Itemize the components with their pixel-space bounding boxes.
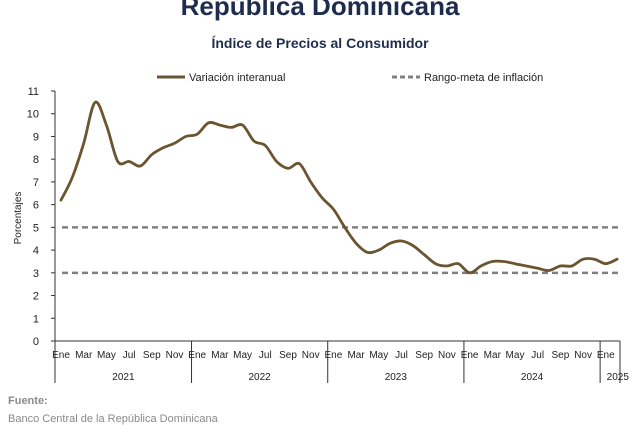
x-tick-label: Nov (574, 350, 592, 361)
x-tick-label: Ene (188, 350, 206, 361)
x-tick-label: Jul (259, 350, 272, 361)
x-tick-label: Ene (597, 350, 615, 361)
chart-title: República Dominicana (180, 0, 460, 21)
y-tick-label: 11 (28, 86, 39, 98)
chart-subtitle: Índice de Precios al Consumidor (211, 35, 429, 51)
x-tick-label: Jul (531, 350, 544, 361)
source-label: Fuente: (8, 395, 48, 407)
x-tick-label: Nov (166, 350, 184, 361)
x-tick-label: May (369, 350, 388, 361)
x-tick-label: May (233, 350, 252, 361)
x-tick-label: Jul (123, 350, 136, 361)
y-tick-label: 4 (33, 245, 39, 257)
legend-label-rango-meta: Rango-meta de inflación (424, 72, 543, 84)
y-tick-label: 1 (33, 313, 39, 325)
x-tick-label: Mar (484, 350, 502, 361)
x-tick-label: Ene (461, 350, 479, 361)
y-tick-label: 7 (33, 177, 39, 189)
x-tick-label: May (506, 350, 525, 361)
y-tick-label: 10 (27, 109, 39, 121)
x-tick-label: Ene (325, 350, 343, 361)
source-text: Banco Central de la República Dominicana (8, 413, 218, 425)
x-tick-label: Sep (552, 350, 570, 361)
x-tick-label: May (97, 350, 116, 361)
year-label: 2022 (249, 372, 272, 383)
x-tick-label: Nov (438, 350, 456, 361)
year-label: 2023 (385, 372, 408, 383)
x-tick-label: Sep (143, 350, 161, 361)
x-tick-label: Jul (395, 350, 408, 361)
x-tick-label: Nov (302, 350, 320, 361)
year-label: 2021 (112, 372, 135, 383)
chart-legend: Variación interanual Rango-meta de infla… (157, 72, 543, 84)
axes (51, 90, 621, 383)
year-label: 2024 (521, 372, 544, 383)
y-tick-label: 3 (33, 268, 39, 280)
x-tick-label: Mar (347, 350, 365, 361)
y-axis-label: Porcentajes (13, 192, 24, 245)
x-tick-label: Mar (75, 350, 93, 361)
y-tick-label: 8 (33, 154, 39, 166)
y-tick-label: 9 (33, 131, 39, 143)
x-tick-label: Sep (415, 350, 433, 361)
plot-area (59, 100, 619, 275)
y-tick-label: 2 (33, 291, 39, 303)
y-tick-label: 5 (33, 222, 39, 234)
x-tick-label: Mar (211, 350, 229, 361)
x-tick-label: Sep (279, 350, 297, 361)
legend-label-variacion: Variación interanual (189, 72, 285, 84)
x-tick-label: Ene (52, 350, 70, 361)
year-label: 2025 (607, 372, 630, 383)
series-line-variacion-interanual (59, 100, 619, 275)
target-range-lines (62, 226, 620, 275)
tick-labels: 0 1 2 3 4 5 6 7 8 9 10 11 Ene Mar May Jul Sep Nov Ene Mar Ma… (27, 86, 630, 383)
y-tick-label: 0 (33, 336, 39, 348)
y-tick-label: 6 (33, 200, 39, 212)
